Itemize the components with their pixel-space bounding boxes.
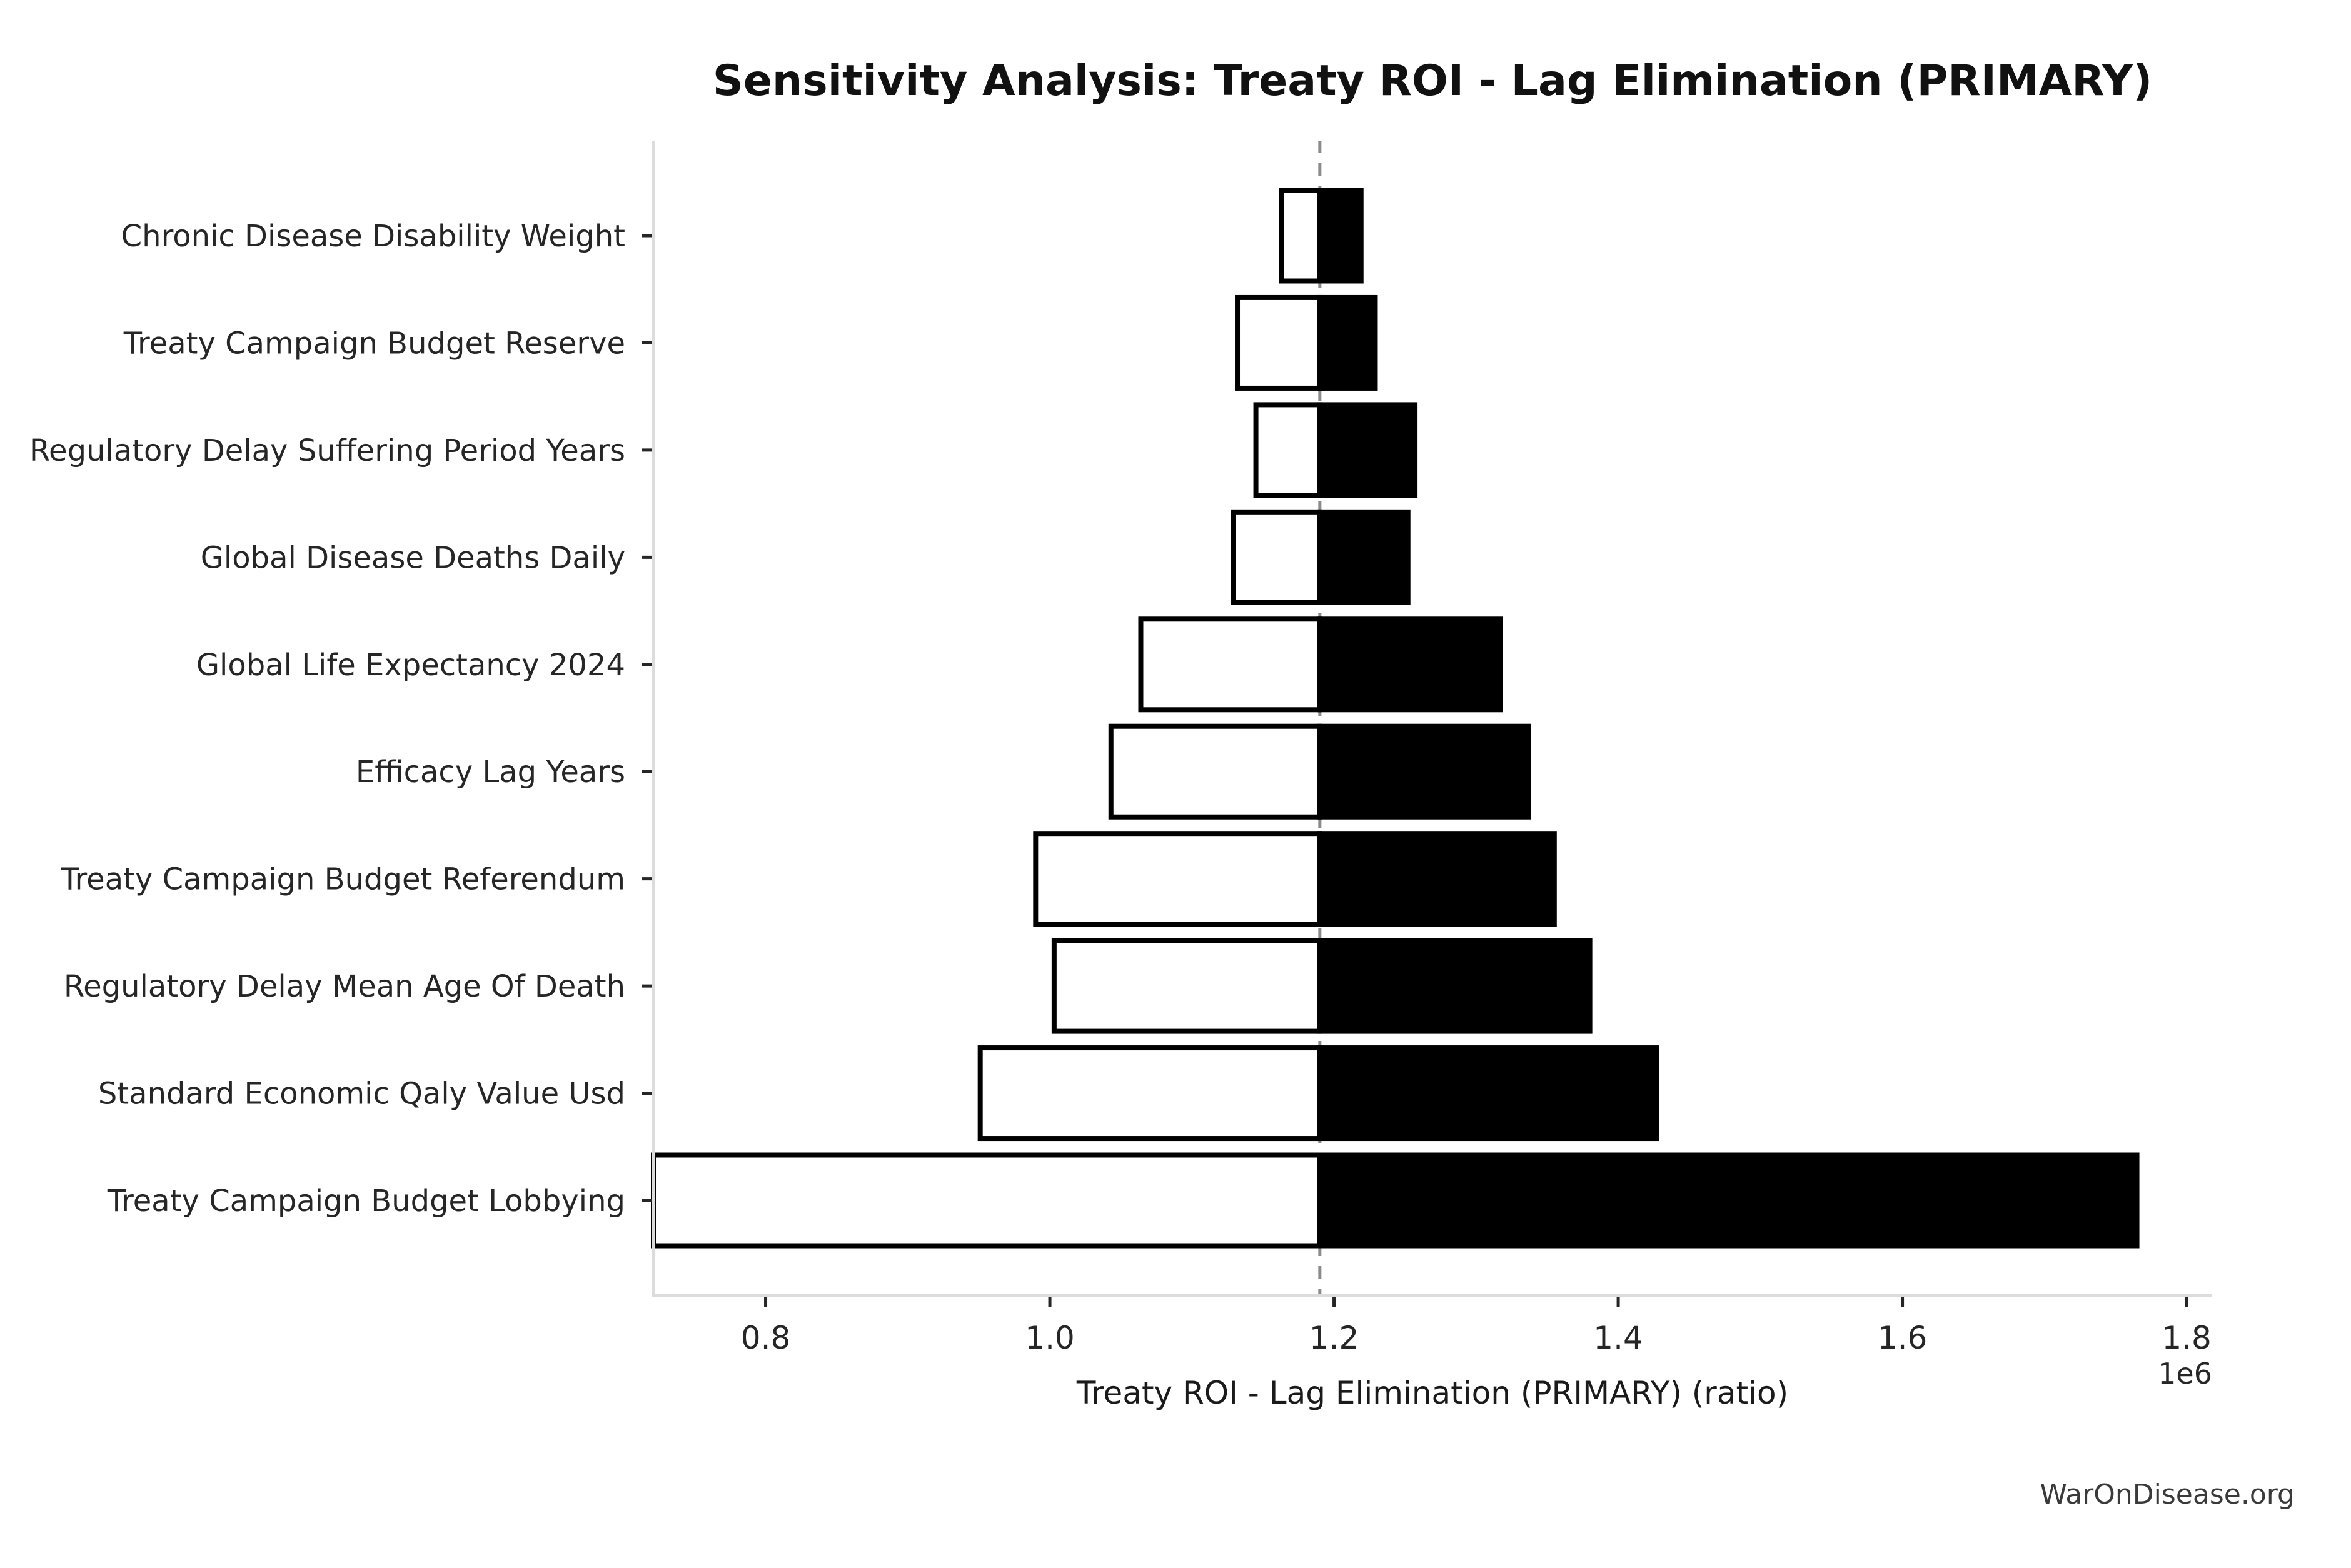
bar-low-segment xyxy=(1138,616,1322,713)
plot-area: Chronic Disease Disability Weight Treaty … xyxy=(29,141,2212,1356)
y-category-label: Global Disease Deaths Daily xyxy=(201,540,625,575)
chart-title: Sensitivity Analysis: Treaty ROI - Lag E… xyxy=(713,56,2152,106)
bar-high-segment xyxy=(1317,294,1378,391)
bar-high-segment xyxy=(1317,1045,1659,1142)
x-tick-label: 1.8 xyxy=(2162,1320,2212,1356)
y-category-label: Treaty Campaign Budget Lobbying xyxy=(107,1184,625,1219)
bar-high-segment xyxy=(1317,509,1411,605)
x-tick-label: 1.2 xyxy=(1309,1320,1359,1356)
y-category-label: Regulatory Delay Mean Age Of Death xyxy=(64,969,625,1004)
bar-high-segment xyxy=(1317,723,1531,820)
bar-high-segment xyxy=(1317,831,1557,927)
bar-low-segment xyxy=(1231,509,1322,605)
x-tick-label: 1.0 xyxy=(1025,1320,1075,1356)
y-category-label: Standard Economic Qaly Value Usd xyxy=(98,1077,625,1112)
y-category-label: Global Life Expectancy 2024 xyxy=(196,648,625,683)
bar-low-segment xyxy=(1033,831,1322,927)
x-tick-label: 1.4 xyxy=(1593,1320,1643,1356)
bar-low-segment xyxy=(1235,294,1322,391)
bar-high-segment xyxy=(1317,188,1364,284)
bar-low-segment xyxy=(651,1152,1322,1249)
x-axis-label: Treaty ROI - Lag Elimination (PRIMARY) (… xyxy=(1076,1375,1788,1411)
watermark: WarOnDisease.org xyxy=(2040,1479,2295,1510)
x-tick-label: 0.8 xyxy=(741,1320,791,1356)
y-category-label: Treaty Campaign Budget Reserve xyxy=(123,326,625,361)
bar-low-segment xyxy=(977,1045,1322,1142)
bar-low-segment xyxy=(1108,723,1322,820)
bar-high-segment xyxy=(1317,938,1593,1034)
bar-low-segment xyxy=(1051,938,1322,1034)
y-category-label: Regulatory Delay Suffering Period Years xyxy=(29,433,625,468)
axis-offset-label: 1e6 xyxy=(2158,1357,2212,1390)
bar-low-segment xyxy=(1279,188,1322,284)
y-category-label: Efficacy Lag Years xyxy=(356,755,625,790)
x-tick-label: 1.6 xyxy=(1878,1320,1928,1356)
bar-high-segment xyxy=(1317,1152,2140,1249)
bar-high-segment xyxy=(1317,616,1503,713)
bar-high-segment xyxy=(1317,402,1418,498)
y-category-label: Chronic Disease Disability Weight xyxy=(121,219,625,254)
bar-low-segment xyxy=(1253,402,1322,498)
y-category-label: Treaty Campaign Budget Referendum xyxy=(60,862,625,897)
